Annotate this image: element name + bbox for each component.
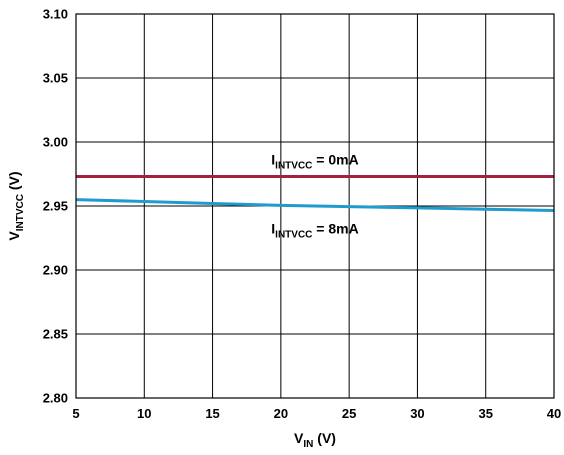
y-axis-title-unit: (V): [6, 171, 22, 194]
series-label-0ma-main: I: [271, 152, 275, 168]
y-tick-label-3.10: 3.10: [43, 7, 68, 22]
y-axis-title: VINTVCC (V): [6, 171, 26, 240]
series-label-8ma-rest: = 8mA: [312, 221, 358, 237]
series-label-0ma-rest: = 0mA: [312, 152, 358, 168]
y-axis-title-sub: INTVCC: [15, 194, 26, 231]
tick-labels: 5 10 15 20 25 30 35 40 2.80 2.85 2.90 2.95 3.00 3.05 3…: [43, 7, 562, 422]
x-axis-title-unit: (V): [313, 430, 336, 446]
x-tick-label-5: 5: [72, 406, 79, 421]
y-tick-label-3.00: 3.00: [43, 135, 68, 150]
x-tick-label-40: 40: [547, 406, 561, 421]
x-tick-label-15: 15: [205, 406, 219, 421]
x-tick-label-20: 20: [274, 406, 288, 421]
y-axis-title-main: V: [6, 231, 22, 241]
y-tick-label-2.85: 2.85: [43, 327, 68, 342]
x-axis-title: VIN (V): [294, 430, 336, 450]
series-label-8ma-main: I: [271, 221, 275, 237]
series-label-8ma: IINTVCC = 8mA: [271, 221, 358, 241]
series-label-0ma-sub: INTVCC: [275, 161, 312, 172]
y-tick-label-2.90: 2.90: [43, 263, 68, 278]
x-tick-label-25: 25: [342, 406, 356, 421]
x-axis-title-main: V: [294, 430, 304, 446]
y-tick-label-2.80: 2.80: [43, 391, 68, 406]
plot-frame: [75, 13, 555, 399]
series-group: [75, 175, 555, 212]
x-axis-title-sub: IN: [303, 439, 313, 450]
series-label-8ma-sub: INTVCC: [275, 230, 312, 241]
series-line-8ma: [75, 198, 555, 212]
x-tick-label-10: 10: [137, 406, 151, 421]
x-tick-label-30: 30: [410, 406, 424, 421]
series-label-0ma: IINTVCC = 0mA: [271, 152, 358, 172]
x-tick-label-35: 35: [478, 406, 492, 421]
y-tick-label-3.05: 3.05: [43, 71, 68, 86]
y-tick-label-2.95: 2.95: [43, 199, 68, 214]
